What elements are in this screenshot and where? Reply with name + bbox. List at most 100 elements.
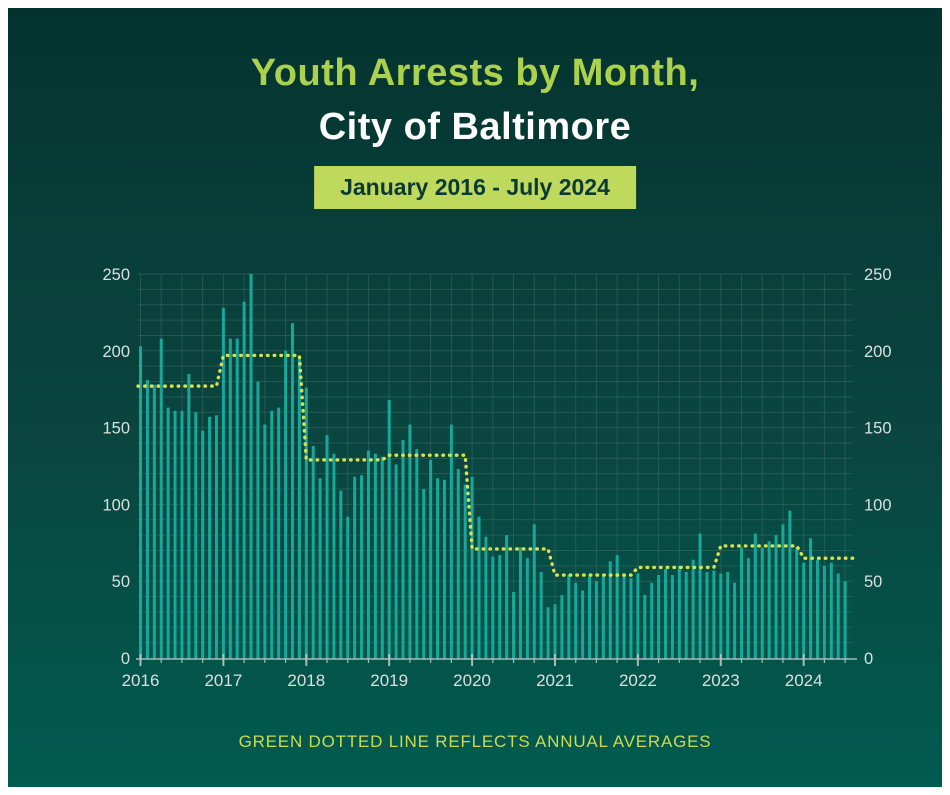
bar-month-93 [781, 524, 785, 659]
bar-month-58 [539, 571, 543, 659]
chart-title-line1: Youth Arrests by Month, [250, 52, 700, 94]
bar-month-72 [636, 573, 640, 659]
bar-month-99 [822, 565, 826, 659]
bar-month-1 [145, 379, 149, 659]
bar-month-46 [456, 469, 460, 659]
bar-month-13 [228, 338, 232, 659]
bar-month-64 [581, 590, 585, 659]
svg-text:2018: 2018 [287, 671, 325, 690]
bar-month-65 [588, 576, 592, 659]
svg-text:50: 50 [864, 573, 882, 591]
bar-month-76 [664, 568, 668, 659]
svg-text:250: 250 [102, 266, 130, 284]
bar-month-50 [484, 536, 488, 659]
bar-month-97 [809, 538, 813, 659]
bar-month-100 [829, 562, 833, 659]
svg-text:2017: 2017 [204, 671, 242, 690]
bar-month-81 [698, 533, 702, 659]
bar-month-62 [567, 575, 571, 659]
bar-month-77 [670, 575, 674, 659]
bar-month-7 [187, 373, 191, 659]
bar-month-30 [346, 516, 350, 659]
bar-month-83 [712, 570, 716, 659]
svg-text:2020: 2020 [453, 671, 491, 690]
bar-month-3 [159, 338, 163, 659]
svg-text:2016: 2016 [122, 671, 160, 690]
bar-month-95 [795, 547, 799, 659]
bar-month-52 [498, 555, 502, 659]
bar-month-36 [387, 399, 391, 659]
bar-month-20 [277, 407, 281, 659]
bar-month-80 [691, 559, 695, 659]
bar-month-8 [194, 412, 198, 659]
svg-text:2021: 2021 [536, 671, 574, 690]
bar-month-49 [477, 516, 481, 659]
x-axis [136, 654, 857, 666]
bar-month-73 [643, 595, 647, 659]
svg-text:200: 200 [864, 343, 892, 361]
bar-month-28 [332, 453, 336, 659]
bar-month-79 [684, 571, 688, 659]
bar-month-71 [629, 578, 633, 659]
bar-month-70 [622, 575, 626, 659]
bar-month-41 [422, 489, 426, 659]
bar-month-102 [843, 581, 847, 659]
bar-month-42 [429, 459, 433, 659]
bar-month-67 [601, 576, 605, 659]
bar-month-31 [353, 476, 357, 659]
bar-month-78 [677, 565, 681, 659]
bar-month-98 [815, 559, 819, 659]
bar-month-5 [173, 410, 177, 659]
bar-month-74 [650, 582, 654, 659]
bar-month-101 [836, 573, 840, 659]
bar-month-21 [284, 350, 288, 659]
bar-month-25 [311, 446, 315, 659]
bar-month-48 [470, 476, 474, 659]
bar-month-14 [235, 338, 239, 659]
bar-month-92 [774, 535, 778, 659]
bar-month-33 [366, 450, 370, 659]
bar-month-6 [180, 410, 184, 659]
bar-month-38 [401, 439, 405, 659]
bar-month-29 [339, 490, 343, 659]
bar-month-57 [532, 524, 536, 659]
bars [139, 274, 847, 659]
bar-month-26 [318, 478, 322, 659]
bar-month-69 [615, 555, 619, 659]
svg-text:2019: 2019 [370, 671, 408, 690]
bar-month-16 [249, 274, 253, 659]
x-axis-labels: 2016 2017 2018 2019 2020 2021 2022 2023 2024 [122, 671, 823, 690]
bar-month-34 [373, 453, 377, 659]
date-range-badge: January 2016 - July 2024 [314, 166, 636, 209]
y-axis-labels: 0 0 50 50 100 100 150 150 200 200 250 250 [102, 266, 891, 668]
svg-text:0: 0 [121, 650, 130, 668]
average-line [136, 353, 855, 577]
bar-month-4 [166, 407, 170, 659]
bar-month-96 [802, 562, 806, 659]
svg-text:2024: 2024 [785, 671, 823, 690]
bar-month-66 [594, 581, 598, 659]
bar-month-22 [290, 323, 294, 659]
bar-month-17 [256, 381, 260, 659]
bar-month-88 [746, 558, 750, 659]
chart-card: Youth Arrests by Month, City of Baltimor… [8, 8, 942, 787]
svg-text:50: 50 [112, 573, 130, 591]
bar-month-82 [705, 571, 709, 659]
svg-text:100: 100 [102, 496, 130, 514]
bar-month-19 [270, 410, 274, 659]
bar-month-40 [415, 449, 419, 659]
bar-month-60 [553, 604, 557, 659]
bar-month-24 [304, 387, 308, 659]
bar-month-68 [608, 561, 612, 659]
bar-month-39 [408, 424, 412, 659]
bar-month-91 [767, 541, 771, 659]
svg-text:150: 150 [102, 420, 130, 438]
bar-month-75 [657, 575, 661, 659]
bar-month-63 [574, 582, 578, 659]
bar-month-90 [760, 547, 764, 659]
bar-month-84 [719, 573, 723, 659]
bar-month-9 [201, 430, 205, 659]
bar-month-0 [139, 346, 142, 659]
